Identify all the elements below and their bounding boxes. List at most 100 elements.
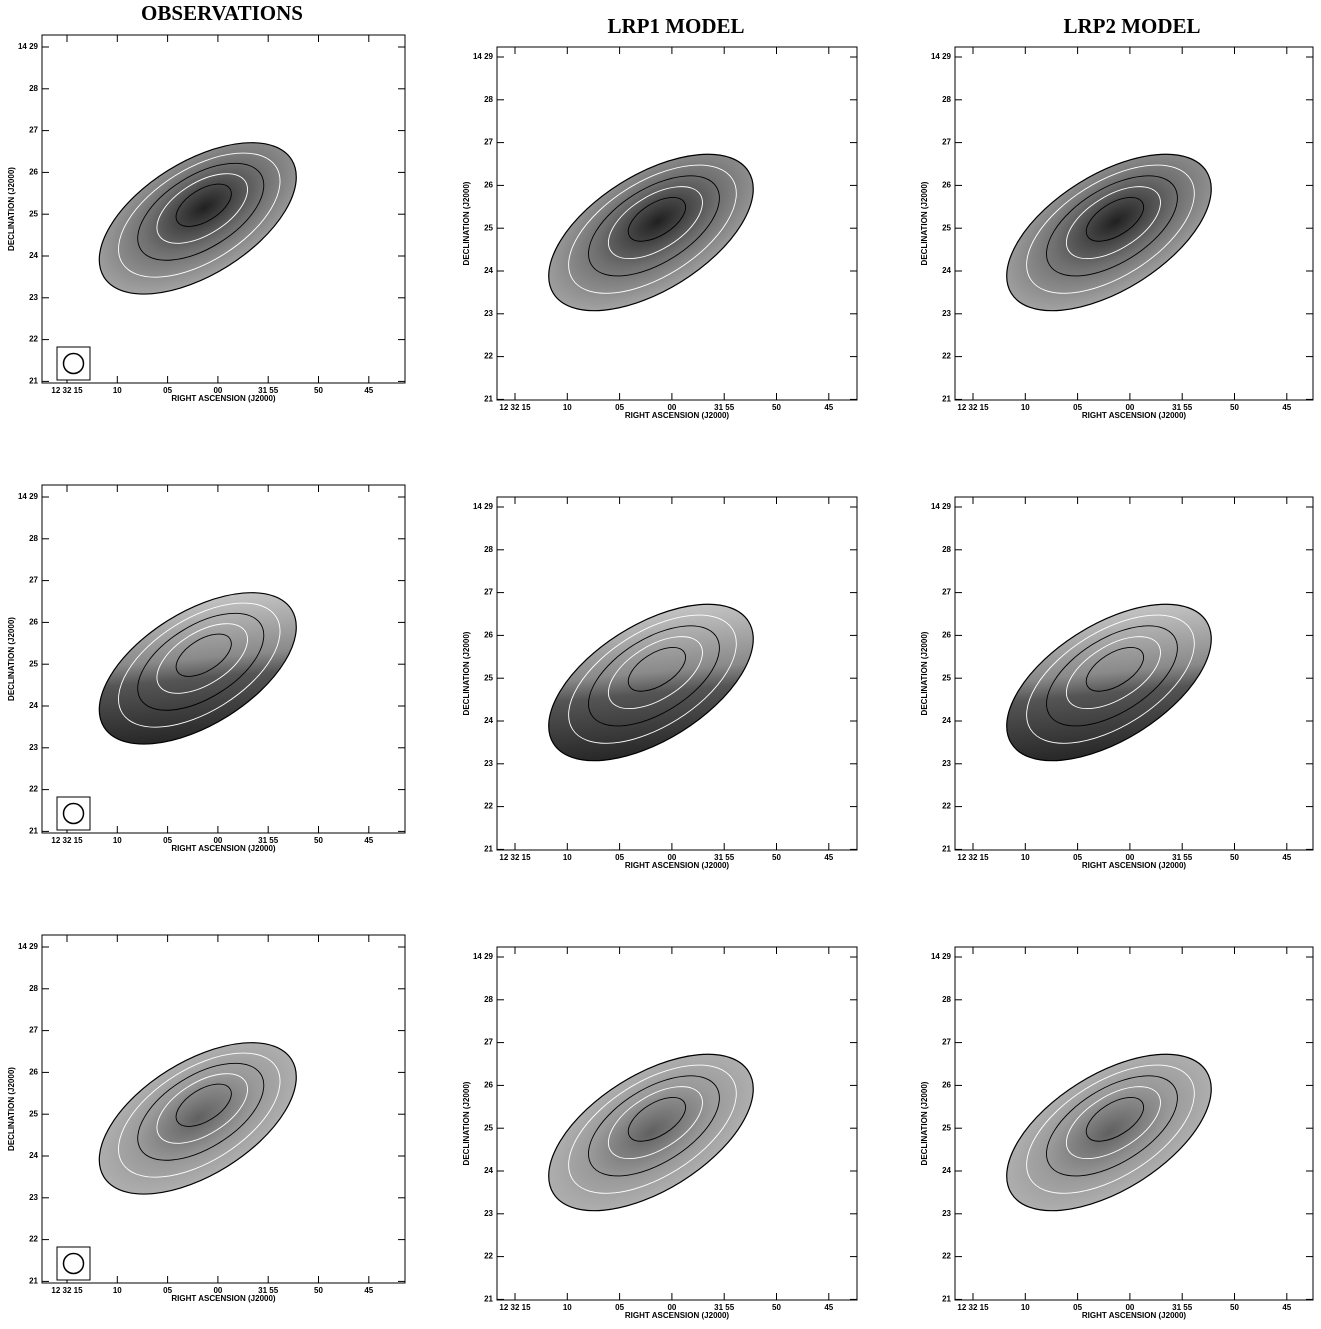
x-tick-label: 50 [772,1303,781,1312]
x-tick-label: 31 55 [714,403,735,412]
x-tick-label: 50 [1230,1303,1239,1312]
emission-map [98,592,297,745]
x-axis-label: RIGHT ASCENSION (J2000) [625,861,730,870]
x-tick-label: 45 [824,403,833,412]
contour [588,1075,720,1177]
plot-frame [954,46,1314,401]
emission-map [1006,1053,1212,1212]
y-tick-label: 14 29 [18,42,39,51]
column-title: OBSERVATIONS [141,1,303,25]
y-tick-label: 21 [942,395,951,404]
y-tick-label: 27 [484,588,493,597]
x-tick-label: 45 [1282,403,1291,412]
contour [118,1052,281,1178]
y-tick-label: 25 [942,1123,951,1132]
x-tick-label: 10 [1021,1303,1030,1312]
plot-frame [954,946,1314,1301]
y-tick-label: 14 29 [473,52,494,61]
y-tick-label: 23 [484,309,493,318]
y-tick-label: 21 [942,845,951,854]
y-tick-label: 28 [942,995,951,1004]
beam-box [56,1246,91,1281]
contour [627,196,687,242]
x-tick-label: 05 [615,853,624,862]
contour [568,1064,737,1194]
x-tick-label: 31 55 [258,1286,279,1295]
emission-map [548,603,754,762]
column-title: LRP1 MODEL [607,14,744,38]
contour [1046,175,1178,277]
contour [1065,636,1161,710]
y-tick-label: 27 [29,1026,38,1035]
y-tick-label: 26 [484,631,493,640]
x-tick-label: 45 [1282,1303,1291,1312]
x-tick-label: 05 [615,403,624,412]
x-tick-label: 00 [1125,403,1134,412]
x-tick-label: 05 [163,386,172,395]
x-tick-label: 05 [615,1303,624,1312]
y-tick-label: 25 [484,223,493,232]
y-tick-label: 27 [484,138,493,147]
y-tick-label: 26 [942,181,951,190]
x-tick-label: 50 [1230,403,1239,412]
x-tick-label: 12 32 15 [499,1303,531,1312]
y-tick-label: 25 [942,223,951,232]
y-tick-label: 23 [29,743,38,752]
y-tick-label: 25 [484,673,493,682]
beam [62,352,85,375]
x-tick-label: 45 [824,853,833,862]
x-tick-label: 10 [563,403,572,412]
x-tick-label: 12 32 15 [499,403,531,412]
plot-frame [496,496,858,851]
x-tick-label: 31 55 [258,386,279,395]
contour [1085,646,1145,692]
plot-frame [41,484,406,834]
y-tick-label: 14 29 [473,952,494,961]
y-axis-label: DECLINATION (J2000) [462,181,471,265]
y-tick-label: 27 [942,138,951,147]
y-tick-label: 21 [29,827,38,836]
x-tick-label: 50 [314,1286,323,1295]
y-tick-label: 26 [484,1081,493,1090]
y-tick-label: 24 [484,266,493,275]
contour [607,636,703,710]
y-tick-label: 23 [484,1209,493,1218]
x-tick-label: 05 [1073,853,1082,862]
y-tick-label: 25 [942,673,951,682]
x-tick-label: 00 [1125,1303,1134,1312]
x-tick-label: 05 [1073,403,1082,412]
beam-box [56,346,91,381]
map-panel: 14 29 28 27 26 25 24 23 22 21 12 32 15 10 05 00 31 55… [920,946,1314,1320]
contour [1026,164,1195,294]
y-tick-label: 21 [29,1277,38,1286]
x-tick-label: 12 32 15 [957,403,989,412]
x-tick-label: 12 32 15 [957,853,989,862]
x-axis-label: RIGHT ASCENSION (J2000) [171,394,276,403]
x-tick-label: 00 [213,1286,222,1295]
contour [156,623,248,694]
x-tick-label: 31 55 [1172,403,1193,412]
y-tick-label: 26 [29,1068,38,1077]
x-tick-label: 00 [667,853,676,862]
map-panel: 14 29 28 27 26 25 24 23 22 21 12 32 15 10 05 00 31 55… [7,34,406,403]
y-axis-label: DECLINATION (J2000) [7,167,16,251]
contour [175,633,232,677]
y-tick-label: 27 [942,588,951,597]
x-tick-label: 50 [772,403,781,412]
y-tick-label: 23 [942,759,951,768]
y-tick-label: 22 [29,785,38,794]
y-tick-label: 26 [942,631,951,640]
y-tick-label: 28 [484,95,493,104]
x-axis-label: RIGHT ASCENSION (J2000) [1082,411,1187,420]
x-tick-label: 12 32 15 [51,386,83,395]
y-axis-label: DECLINATION (J2000) [462,631,471,715]
x-tick-label: 10 [113,836,122,845]
y-tick-label: 21 [942,1295,951,1304]
plot-frame [496,946,858,1301]
y-tick-label: 28 [942,545,951,554]
x-tick-label: 31 55 [1172,1303,1193,1312]
y-tick-label: 26 [29,168,38,177]
x-tick-label: 50 [314,836,323,845]
y-tick-label: 21 [29,377,38,386]
contour [1065,1086,1161,1160]
